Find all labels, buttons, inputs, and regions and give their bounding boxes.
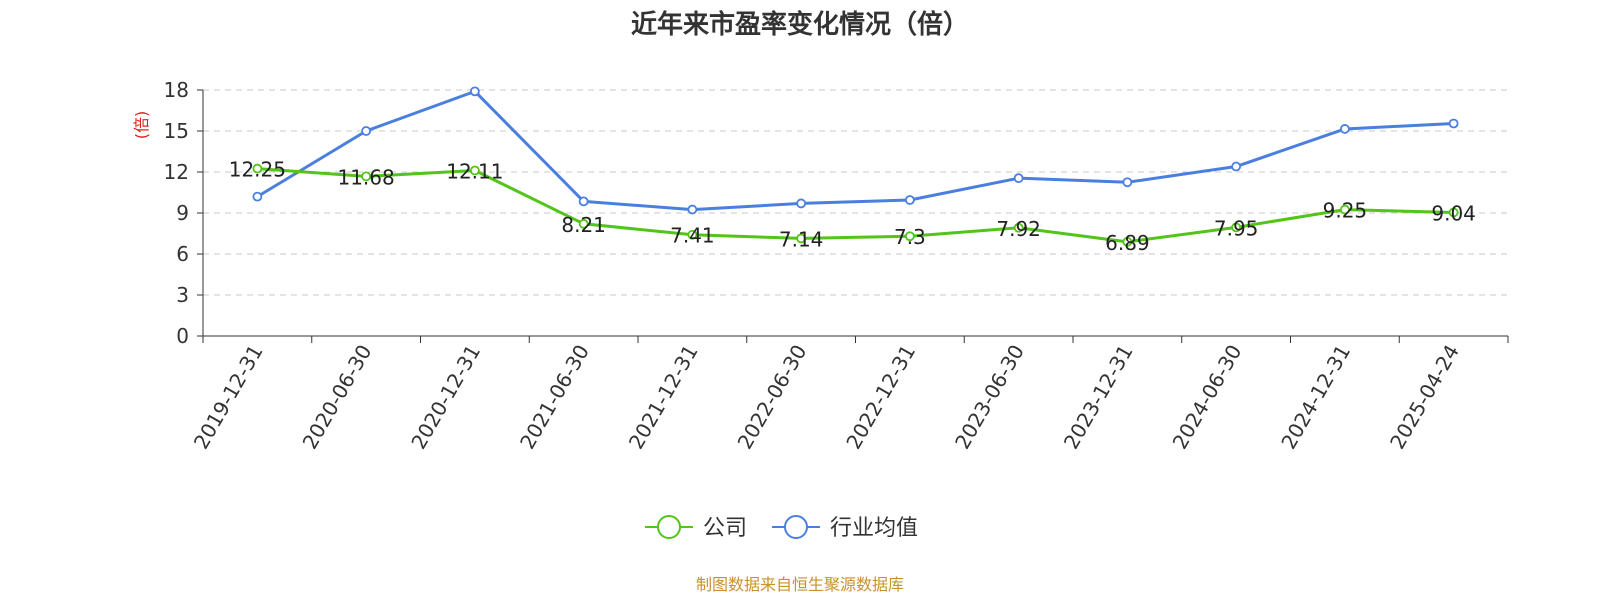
data-point	[1122, 177, 1133, 188]
y-tick-label: 0	[176, 324, 189, 348]
data-point	[252, 163, 263, 174]
data-point	[578, 196, 589, 207]
x-tick-label: 2024-12-31	[1276, 341, 1355, 454]
legend-label: 公司	[703, 516, 747, 541]
data-label: 7.41	[670, 224, 715, 248]
x-tick-label: 2024-06-30	[1168, 341, 1247, 454]
data-point	[1231, 222, 1242, 233]
data-label: 7.95	[1214, 216, 1259, 240]
data-point	[469, 86, 480, 97]
data-point	[687, 229, 698, 240]
data-label: 7.3	[894, 225, 926, 249]
chart-title: 近年来市盈率变化情况（倍）	[631, 9, 969, 40]
data-point	[1448, 207, 1459, 218]
series-lines	[252, 86, 1459, 247]
legend-item-company[interactable]: 公司	[645, 515, 747, 541]
legend[interactable]: 公司 行业均值	[645, 515, 918, 541]
x-tick-label: 2019-12-31	[189, 341, 268, 454]
data-point	[1231, 161, 1242, 172]
series-line-company	[257, 167, 1454, 244]
x-tick-label: 2021-06-30	[515, 341, 594, 454]
data-point	[252, 191, 263, 202]
data-point	[904, 195, 915, 205]
data-label: 9.25	[1323, 199, 1368, 223]
legend-marker	[657, 515, 681, 539]
y-tick-label: 6	[176, 242, 189, 266]
data-label: 7.14	[779, 227, 824, 251]
data-label: 9.04	[1431, 201, 1476, 225]
x-tick-label: 2020-12-31	[406, 341, 485, 454]
series-line-industry	[256, 89, 1454, 212]
y-tick-label: 9	[176, 201, 189, 225]
x-tick-label: 2021-12-31	[624, 341, 703, 454]
x-tick-label: 2023-06-30	[950, 341, 1029, 454]
data-label: 7.92	[996, 217, 1041, 241]
y-tick-label: 12	[164, 160, 189, 184]
data-label: 12.11	[446, 159, 503, 183]
data-label: 6.89	[1105, 231, 1150, 255]
data-source-note: 制图数据来自恒生聚源数据库	[696, 575, 904, 594]
data-point	[578, 218, 589, 229]
x-tick-label: 2022-06-30	[733, 341, 812, 454]
data-point	[904, 231, 915, 242]
x-tick-label: 2020-06-30	[298, 341, 377, 454]
data-point	[687, 204, 698, 215]
data-point	[1339, 204, 1350, 215]
data-label: 8.21	[561, 213, 606, 237]
data-point	[1122, 236, 1133, 247]
data-point	[796, 233, 807, 244]
data-labels: 12.25 11.68 12.11 8.21 7.41 7.14 7.3 7.92 6.89 7.…	[229, 158, 1476, 255]
data-label: 11.68	[337, 165, 394, 189]
y-tick-label: 15	[164, 119, 189, 143]
data-point	[361, 126, 372, 136]
data-point	[796, 198, 807, 209]
data-point	[1013, 173, 1024, 184]
x-tick-label: 2025-04-24	[1385, 341, 1464, 454]
x-tick-label: 2022-12-31	[841, 341, 920, 454]
data-point	[1339, 124, 1350, 134]
data-point	[1013, 222, 1024, 233]
legend-marker	[784, 515, 808, 539]
x-tick-label: 2023-12-31	[1059, 341, 1138, 454]
legend-label: 行业均值	[830, 516, 918, 541]
grid-lines	[203, 89, 1508, 296]
y-tick-label: 3	[176, 283, 189, 307]
data-point	[361, 171, 372, 182]
y-tick-label: 18	[164, 78, 189, 102]
data-label: 12.25	[229, 158, 286, 182]
data-point	[1448, 118, 1459, 129]
legend-item-industry[interactable]: 行业均值	[772, 515, 918, 541]
data-point	[469, 165, 480, 176]
y-axis-label: (倍)	[132, 111, 151, 140]
